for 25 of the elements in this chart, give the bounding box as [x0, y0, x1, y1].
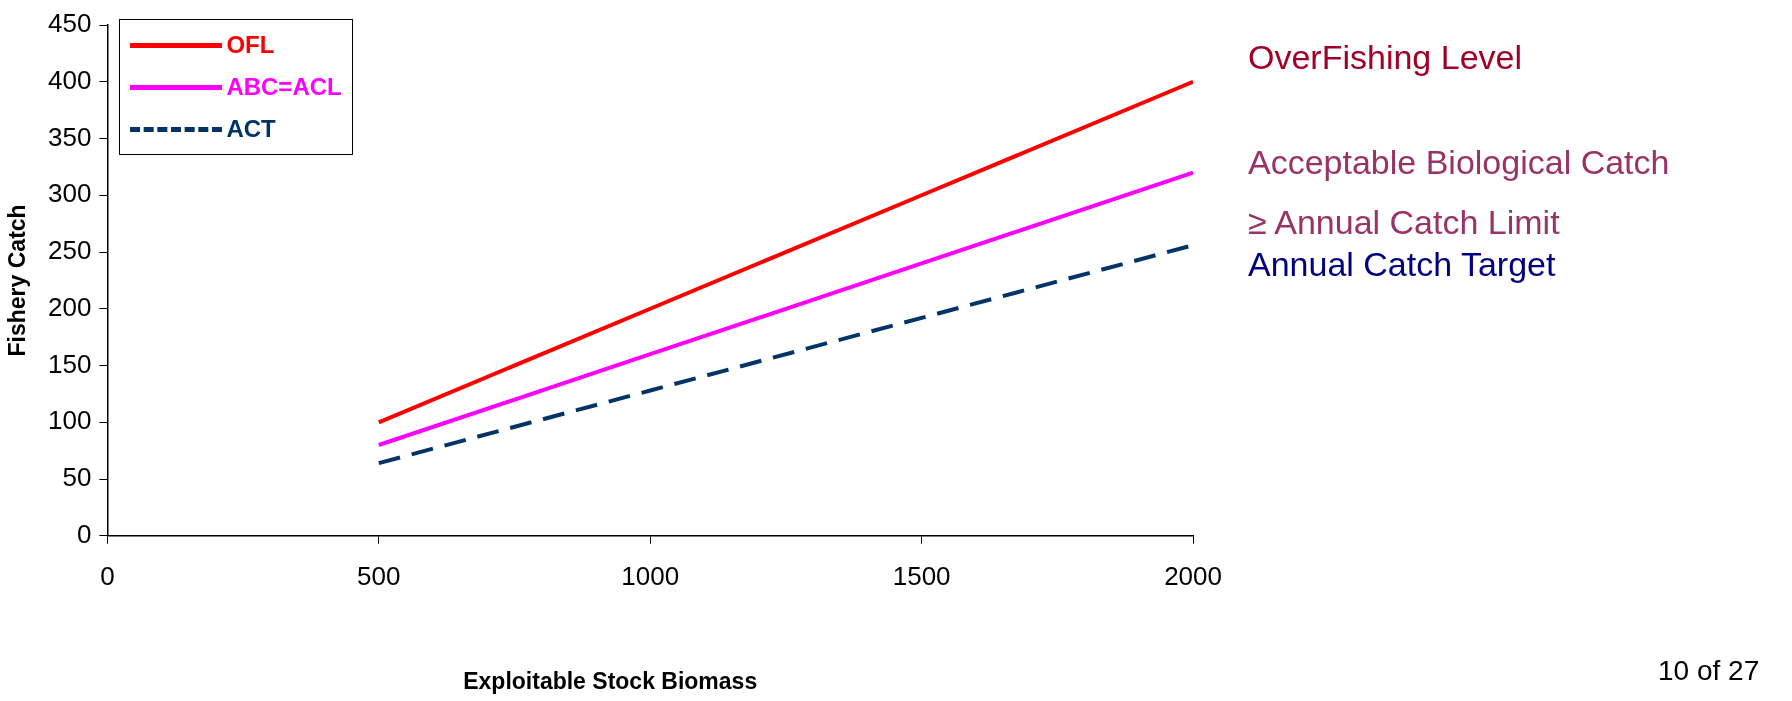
legend-label: ABC=ACL: [226, 73, 342, 101]
y-tick-label: 100: [47, 405, 92, 436]
y-tick-label: 150: [47, 348, 92, 379]
y-tick-label: 400: [47, 64, 92, 95]
text: Annual Catch Target: [1248, 245, 1556, 284]
y-tick-label: 300: [47, 178, 92, 209]
x-tick-label: 1000: [621, 560, 680, 591]
x-axis-title: Exploitable Stock Biomass: [463, 668, 758, 695]
y-tick-label: 200: [47, 291, 92, 322]
text: Acceptable Biological Catch: [1248, 143, 1670, 182]
text: OverFishing Level: [1248, 38, 1523, 77]
legend-label: ACT: [226, 115, 276, 143]
text: ≥ Annual Catch Limit: [1248, 203, 1560, 242]
y-tick-label: 50: [62, 462, 92, 493]
x-tick-label: 2000: [1164, 560, 1222, 591]
x-tick-label: 1500: [892, 560, 951, 591]
x-tick-label: 500: [357, 560, 401, 591]
text: 10 of 27: [1658, 655, 1760, 687]
y-tick-label: 250: [47, 235, 92, 266]
y-tick-label: 0: [76, 518, 92, 549]
x-tick-label: 0: [100, 560, 115, 591]
y-tick-label: 350: [47, 121, 92, 152]
y-axis-title: Fishery Catch: [4, 204, 30, 357]
y-tick-label: 450: [47, 8, 92, 39]
legend-label: OFL: [226, 31, 275, 59]
